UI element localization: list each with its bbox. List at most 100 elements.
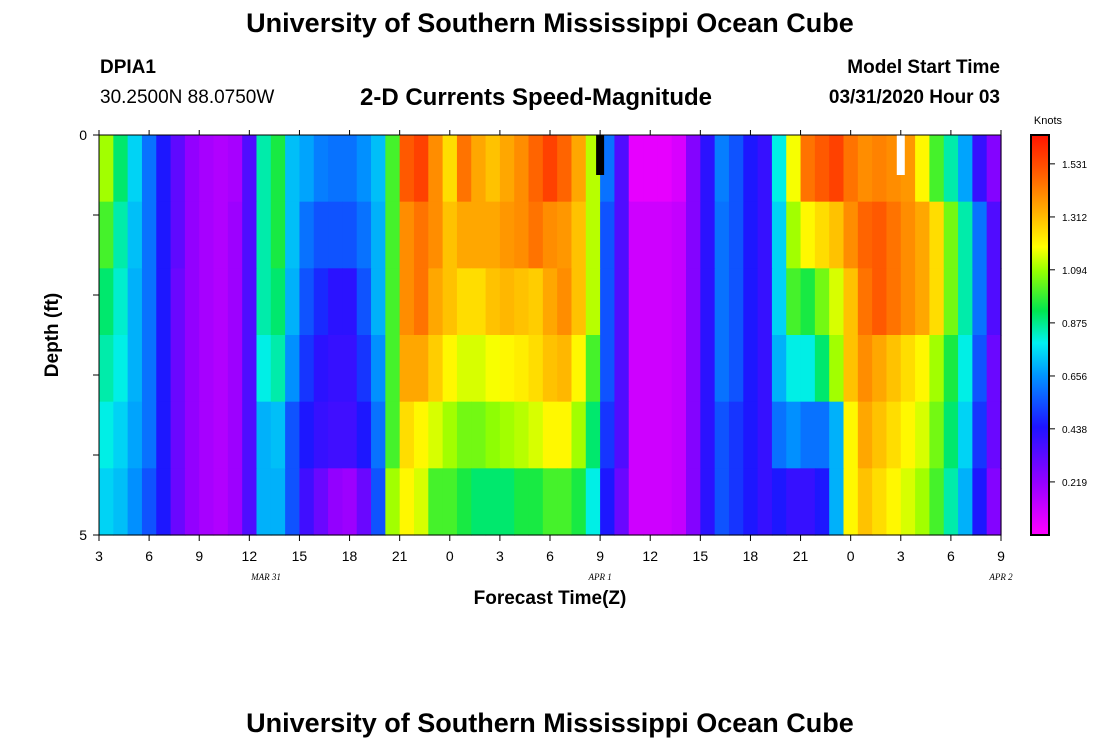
colorbar-tick-label: 0.656 (1062, 372, 1087, 383)
plot-title: 2-D Currents Speed-Magnitude (360, 84, 713, 111)
heatmap-cell (528, 135, 544, 203)
heatmap-cell (113, 401, 129, 469)
heatmap-cell (786, 135, 802, 203)
heatmap-cell (743, 201, 759, 269)
heatmap-cell (900, 201, 916, 269)
heatmap-cell (843, 268, 859, 336)
heatmap-cell (399, 468, 415, 536)
colorbar-tick-label: 1.312 (1062, 213, 1087, 224)
heatmap-cell (442, 335, 458, 403)
heatmap-cell (456, 135, 472, 203)
heatmap-cell (499, 401, 515, 469)
heatmap-cell (442, 268, 458, 336)
heatmap-cell (485, 468, 501, 536)
x-tick-label: 21 (392, 548, 408, 564)
heatmap-cell (542, 468, 558, 536)
heatmap-cell (800, 401, 816, 469)
heatmap-cell (127, 201, 143, 269)
heatmap-cell (399, 135, 415, 203)
x-tick-label: 3 (95, 548, 103, 564)
heatmap-cell (514, 268, 530, 336)
heatmap-cell (829, 335, 845, 403)
heatmap-cell (99, 335, 114, 403)
heatmap-cell (270, 135, 286, 203)
heatmap-cell (170, 201, 186, 269)
heatmap-cell (900, 335, 916, 403)
heatmap-cell (714, 468, 730, 536)
heatmap-cell (800, 201, 816, 269)
heatmap-cell (242, 201, 258, 269)
heatmap-cell (714, 268, 730, 336)
heatmap-cell (943, 335, 959, 403)
heatmap-cell (628, 401, 644, 469)
x-tick-label: 6 (546, 548, 554, 564)
heatmap-cell (929, 335, 945, 403)
heatmap-cell (242, 135, 258, 203)
colorbar-tick-label: 1.094 (1062, 266, 1087, 277)
heatmap-cell (456, 468, 472, 536)
heatmap-cell (986, 468, 1002, 536)
y-axis-label: Depth (ft) (42, 293, 63, 377)
heatmap-cell (728, 201, 744, 269)
heatmap-cell (972, 468, 988, 536)
heatmap-cell (600, 268, 616, 336)
x-tick-label: 18 (743, 548, 759, 564)
heatmap-cell (385, 201, 401, 269)
heatmap-cell (686, 401, 701, 469)
heatmap-cell (127, 401, 143, 469)
heatmap-cell (413, 268, 429, 336)
heatmap-cell (728, 468, 744, 536)
heatmap-cell (585, 201, 601, 269)
heatmap-cell (857, 201, 873, 269)
heatmap-cell (929, 268, 945, 336)
heatmap-cell (514, 335, 530, 403)
heatmap-cell (385, 335, 401, 403)
heatmap-cell (686, 135, 701, 203)
day-label: MAR 31 (250, 572, 281, 582)
heatmap-cell (141, 335, 157, 403)
heatmap-cell (428, 201, 444, 269)
heatmap-cell (700, 135, 716, 203)
heatmap-cell (614, 335, 630, 403)
x-tick-label: 9 (596, 548, 604, 564)
heatmap-cell (843, 468, 859, 536)
heatmap-cell (786, 468, 802, 536)
heatmap-cell (628, 268, 644, 336)
heatmap-cell (872, 468, 888, 536)
heatmap-cell (342, 468, 358, 536)
heatmap-cell (728, 335, 744, 403)
heatmap-cell (700, 335, 716, 403)
x-tick-label: 9 (195, 548, 203, 564)
heatmap-cell (671, 201, 687, 269)
heatmap-cell (943, 268, 959, 336)
heatmap-cell (571, 135, 587, 203)
heatmap-cell (800, 468, 816, 536)
heatmap-cell (270, 468, 286, 536)
heatmap-cell (442, 401, 458, 469)
heatmap-cell (413, 201, 429, 269)
heatmap-cell (242, 401, 258, 469)
heatmap-cell (571, 401, 587, 469)
heatmap-cell (628, 468, 644, 536)
heatmap-cell (428, 268, 444, 336)
heatmap-cell (313, 335, 329, 403)
heatmap-cell (141, 201, 157, 269)
heatmap-cell (542, 135, 558, 203)
heatmap-cell (900, 401, 916, 469)
heatmap-cell (199, 201, 215, 269)
heatmap-cell (356, 468, 372, 536)
heatmap-cell (585, 401, 601, 469)
heatmap-cell (972, 201, 988, 269)
heatmap-cell (614, 468, 630, 536)
heatmap-cell (99, 201, 114, 269)
colorbar-bar (1030, 134, 1050, 536)
heatmap-cell (328, 268, 343, 336)
heatmap-cell (743, 268, 759, 336)
heatmap-cell (643, 268, 658, 336)
heatmap-cell (958, 135, 973, 203)
heatmap-cell (857, 135, 873, 203)
heatmap-cell (829, 135, 845, 203)
x-tick-label: 12 (242, 548, 258, 564)
heatmap-cell (413, 401, 429, 469)
heatmap-cell (542, 201, 558, 269)
